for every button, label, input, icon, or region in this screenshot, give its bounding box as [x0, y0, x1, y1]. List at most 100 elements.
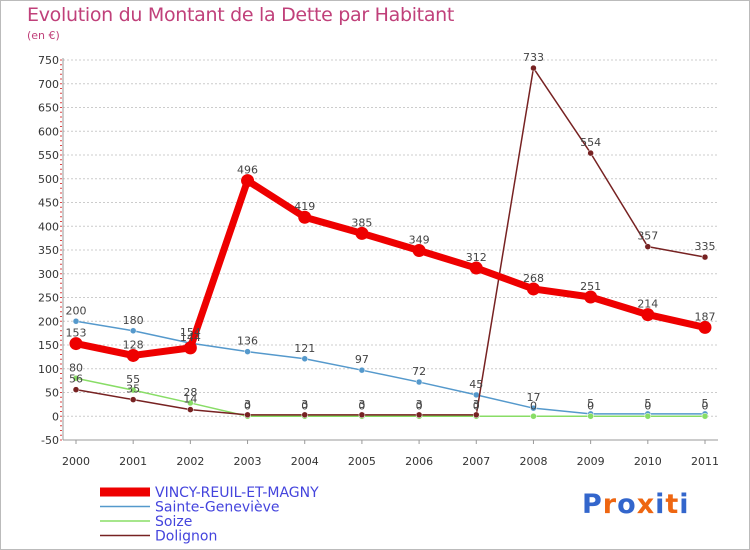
- data-label-1-8: 17: [526, 391, 540, 404]
- series-point-0-5: [355, 226, 369, 240]
- x-tick-label-9: 2009: [577, 455, 605, 468]
- data-label-1-3: 136: [237, 335, 258, 348]
- series-point-0-6: [412, 243, 426, 257]
- data-label-0-8: 268: [523, 272, 544, 285]
- data-label-0-9: 251: [580, 280, 601, 293]
- series-point-2-1: [129, 386, 137, 394]
- y-tick-label-1: 0: [52, 410, 59, 423]
- data-label-3-3: 3: [244, 398, 251, 411]
- y-tick-label-4: 150: [38, 339, 59, 352]
- legend: VINCY-REUIL-ET-MAGNYSainte-GenevièveSoiz…: [100, 485, 319, 545]
- y-tick-label-5: 200: [38, 315, 59, 328]
- series-point-0-1: [126, 348, 140, 362]
- data-label-3-1: 35: [126, 383, 140, 396]
- series-point-3-4: [301, 411, 308, 419]
- grid-lines: [63, 59, 718, 441]
- data-label-1-10: 5: [644, 397, 651, 410]
- data-label-3-9: 554: [580, 136, 601, 149]
- y-tick-label-12: 550: [38, 149, 59, 162]
- data-label-3-2: 14: [183, 393, 197, 406]
- series-point-3-1: [129, 396, 137, 403]
- data-labels: 153 128 144 496 419 385 349 312 268 251 214 187 200 1…: [66, 51, 716, 412]
- x-tick-label-0: 2000: [62, 455, 90, 468]
- x-tick-label-8: 2008: [519, 455, 547, 468]
- series-point-2-8: [530, 413, 537, 420]
- x-tick-label-11: 2011: [691, 455, 719, 468]
- y-tick-label-14: 650: [38, 102, 59, 115]
- legend-label-0: VINCY-REUIL-ET-MAGNY: [155, 485, 319, 501]
- data-label-3-0: 56: [69, 373, 83, 386]
- data-label-3-4: 3: [301, 398, 308, 411]
- series-point-2-2: [187, 399, 194, 407]
- x-tick-label-4: 2004: [291, 455, 319, 468]
- series-point-1-6: [415, 378, 423, 386]
- y-tick-label-9: 400: [38, 220, 59, 233]
- data-label-0-1: 128: [123, 338, 144, 351]
- x-tick-label-7: 2007: [462, 455, 490, 468]
- series-point-0-11: [698, 320, 712, 334]
- data-label-2-9: 0: [587, 399, 594, 412]
- data-label-1-0: 200: [66, 304, 87, 317]
- x-tick-label-2: 2002: [176, 455, 204, 468]
- data-label-0-6: 349: [409, 233, 430, 246]
- y-tick-label-10: 450: [38, 197, 59, 210]
- y-tick-label-13: 600: [38, 125, 59, 138]
- data-label-3-6: 3: [416, 398, 423, 411]
- series-line-0: [72, 177, 709, 359]
- series-point-3-7: [473, 411, 480, 419]
- data-label-3-7: 3: [473, 398, 480, 411]
- series-point-1-4: [301, 355, 308, 363]
- series-point-3-8: [530, 64, 537, 72]
- data-label-3-10: 357: [637, 230, 658, 243]
- series-line-1: [75, 320, 706, 415]
- series-point-0-7: [469, 261, 483, 275]
- y-tick-label-7: 300: [38, 268, 59, 281]
- data-label-2-0: 80: [69, 361, 83, 374]
- data-label-2-4: 0: [301, 399, 308, 412]
- data-label-0-7: 312: [466, 251, 487, 264]
- series-point-3-10: [644, 243, 652, 250]
- data-label-0-2: 144: [180, 331, 201, 344]
- series-point-3-0: [72, 386, 80, 393]
- brand-letter: x: [636, 489, 656, 520]
- series-point-2-0: [72, 375, 80, 382]
- data-label-2-6: 0: [416, 399, 423, 412]
- data-label-1-5: 97: [355, 353, 369, 366]
- series-point-0-8: [526, 282, 540, 296]
- data-label-1-1: 180: [123, 314, 144, 327]
- data-label-2-5: 0: [358, 399, 365, 412]
- legend-label-3: Dolignon: [155, 529, 217, 545]
- data-label-2-8: 0: [530, 399, 537, 412]
- series-line-3: [75, 67, 706, 416]
- chart-subtitle: (en €): [27, 29, 60, 42]
- y-tick-label-8: 350: [38, 244, 59, 257]
- brand-letter: i: [679, 489, 690, 520]
- y-tick-label-6: 250: [38, 292, 59, 305]
- data-label-2-10: 0: [644, 399, 651, 412]
- series-point-0-4: [298, 210, 312, 224]
- data-label-0-4: 419: [294, 200, 315, 213]
- y-tick-label-3: 100: [38, 363, 59, 376]
- series-point-1-3: [244, 348, 251, 355]
- series-point-0-9: [584, 290, 598, 304]
- series-point-1-8: [530, 404, 537, 412]
- series-point-0-3: [241, 174, 255, 188]
- brand-letter: o: [617, 489, 637, 520]
- data-label-3-11: 335: [695, 240, 716, 253]
- series-group: [69, 64, 712, 420]
- brand-logo: Proxiti: [582, 489, 690, 520]
- brand-letter: t: [665, 489, 680, 520]
- data-label-0-0: 153: [66, 327, 87, 340]
- series-point-2-9: [587, 413, 594, 420]
- brand-letter: i: [655, 489, 666, 520]
- data-label-1-2: 154: [180, 326, 201, 339]
- series-point-0-2: [183, 341, 197, 355]
- data-label-3-5: 3: [358, 398, 365, 411]
- y-tick-label-0: -50: [41, 434, 59, 447]
- series-point-3-9: [587, 149, 594, 157]
- series-point-1-0: [72, 318, 80, 325]
- data-label-1-7: 45: [469, 378, 483, 391]
- x-tick-label-5: 2005: [348, 455, 376, 468]
